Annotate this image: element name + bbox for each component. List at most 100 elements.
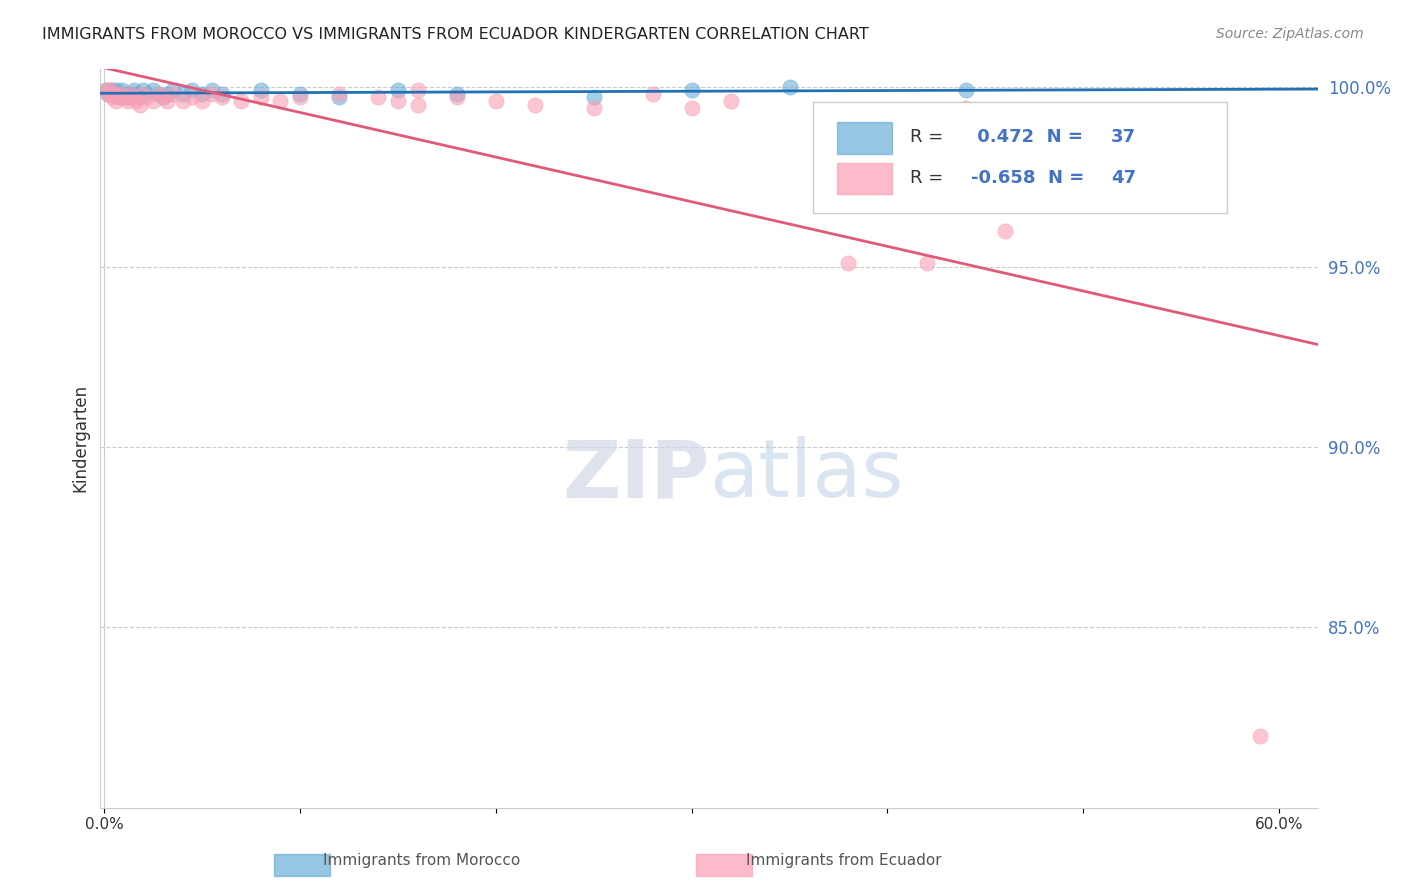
Point bbox=[142, 94, 165, 108]
Point bbox=[108, 87, 131, 101]
Point bbox=[211, 87, 233, 101]
Text: Immigrants from Ecuador: Immigrants from Ecuador bbox=[745, 854, 942, 868]
Point bbox=[101, 83, 124, 97]
Point bbox=[485, 94, 508, 108]
Point bbox=[114, 87, 136, 101]
Point bbox=[111, 83, 134, 97]
Text: 47: 47 bbox=[1111, 169, 1136, 187]
Y-axis label: Kindergarten: Kindergarten bbox=[72, 384, 89, 492]
Point bbox=[156, 87, 179, 101]
Point bbox=[582, 101, 605, 115]
Point bbox=[446, 87, 468, 101]
Point bbox=[915, 256, 938, 270]
Point bbox=[328, 87, 350, 101]
Point bbox=[211, 90, 233, 104]
Point bbox=[446, 90, 468, 104]
Text: R =: R = bbox=[910, 169, 949, 187]
Point bbox=[122, 90, 145, 104]
Point bbox=[132, 83, 155, 97]
Point bbox=[107, 87, 129, 101]
Text: Immigrants from Morocco: Immigrants from Morocco bbox=[323, 854, 520, 868]
Point bbox=[162, 87, 184, 101]
Point bbox=[105, 83, 128, 97]
Point bbox=[103, 87, 125, 101]
Point bbox=[406, 97, 429, 112]
Point bbox=[96, 83, 118, 97]
Point bbox=[97, 87, 120, 101]
Point bbox=[136, 90, 159, 104]
Point bbox=[162, 83, 184, 97]
Point bbox=[98, 83, 121, 97]
Point bbox=[837, 256, 859, 270]
FancyBboxPatch shape bbox=[837, 122, 891, 153]
Point bbox=[103, 87, 125, 101]
Point bbox=[156, 94, 179, 108]
Point bbox=[117, 94, 139, 108]
Point bbox=[148, 87, 170, 101]
Point bbox=[108, 90, 131, 104]
Point bbox=[720, 94, 742, 108]
Text: 37: 37 bbox=[1111, 128, 1136, 146]
Point bbox=[994, 224, 1017, 238]
Point bbox=[387, 83, 409, 97]
Text: Source: ZipAtlas.com: Source: ZipAtlas.com bbox=[1216, 27, 1364, 41]
Point bbox=[172, 94, 194, 108]
Text: IMMIGRANTS FROM MOROCCO VS IMMIGRANTS FROM ECUADOR KINDERGARTEN CORRELATION CHAR: IMMIGRANTS FROM MOROCCO VS IMMIGRANTS FR… bbox=[42, 27, 869, 42]
Text: ZIP: ZIP bbox=[562, 436, 709, 514]
Point bbox=[201, 83, 224, 97]
Point bbox=[1249, 729, 1271, 743]
Point bbox=[387, 94, 409, 108]
Point bbox=[181, 83, 204, 97]
Point bbox=[118, 87, 141, 101]
Point bbox=[641, 87, 664, 101]
Point bbox=[98, 83, 121, 97]
FancyBboxPatch shape bbox=[813, 102, 1227, 212]
Point bbox=[148, 87, 170, 101]
Point bbox=[955, 83, 977, 97]
Point bbox=[779, 79, 801, 94]
Point bbox=[96, 83, 118, 97]
Point bbox=[191, 94, 214, 108]
Point bbox=[112, 90, 135, 104]
Point bbox=[288, 87, 311, 101]
Point bbox=[97, 87, 120, 101]
Point bbox=[250, 90, 273, 104]
Point bbox=[128, 97, 150, 112]
Point bbox=[142, 83, 165, 97]
Point bbox=[122, 83, 145, 97]
Point bbox=[367, 90, 389, 104]
Text: -0.658  N =: -0.658 N = bbox=[972, 169, 1091, 187]
Point bbox=[136, 87, 159, 101]
Point bbox=[117, 90, 139, 104]
Point bbox=[269, 94, 291, 108]
Point bbox=[524, 97, 547, 112]
Point bbox=[406, 83, 429, 97]
Point bbox=[128, 90, 150, 104]
Point bbox=[681, 83, 703, 97]
Point bbox=[152, 90, 174, 104]
Point bbox=[681, 101, 703, 115]
Point bbox=[582, 90, 605, 104]
Point bbox=[250, 83, 273, 97]
Point bbox=[231, 94, 253, 108]
Text: atlas: atlas bbox=[709, 436, 904, 514]
Text: R =: R = bbox=[910, 128, 949, 146]
Point bbox=[191, 87, 214, 101]
Text: 0.472  N =: 0.472 N = bbox=[972, 128, 1090, 146]
Point bbox=[112, 90, 135, 104]
Point bbox=[124, 87, 146, 101]
FancyBboxPatch shape bbox=[837, 163, 891, 194]
Point bbox=[105, 94, 128, 108]
Point bbox=[201, 87, 224, 101]
Point bbox=[132, 87, 155, 101]
Point bbox=[124, 94, 146, 108]
Point bbox=[181, 90, 204, 104]
Point bbox=[152, 90, 174, 104]
Point bbox=[955, 101, 977, 115]
Point bbox=[328, 90, 350, 104]
Point bbox=[172, 87, 194, 101]
Point bbox=[118, 87, 141, 101]
Point bbox=[107, 90, 129, 104]
Point bbox=[101, 90, 124, 104]
Point bbox=[288, 90, 311, 104]
